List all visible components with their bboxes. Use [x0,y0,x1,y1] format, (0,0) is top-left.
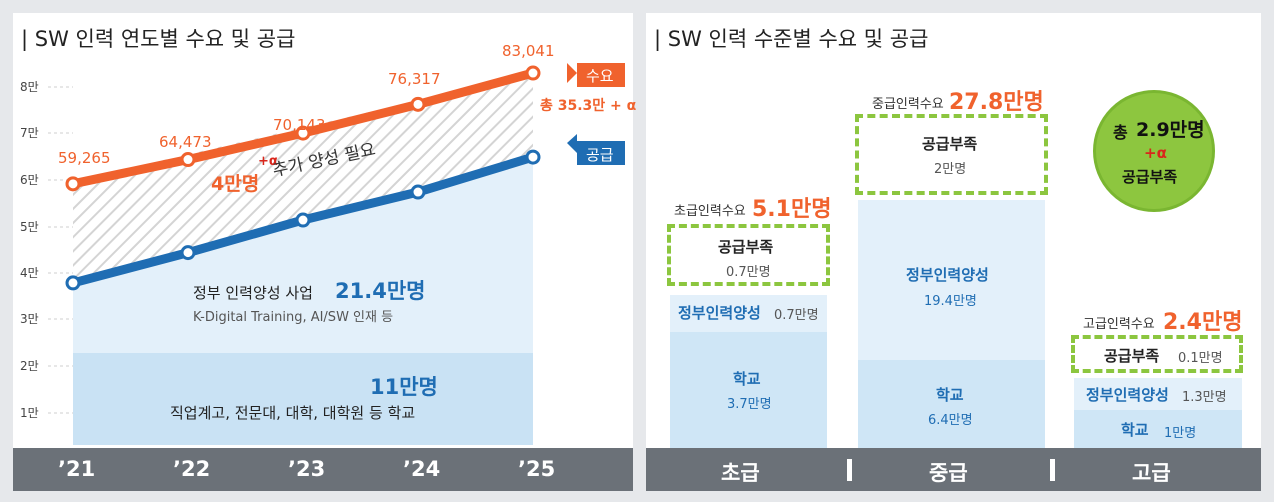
demand-series [65,65,541,192]
high-shortage-label: 공급부족 [1104,347,1160,365]
mid-shortage-box [855,114,1048,195]
basic-demand-value: 5.1만명 [752,197,832,222]
mid-school-value: 6.4만명 [928,413,973,428]
x-tick-label: ’21 [58,457,96,481]
gov-program-value: 21.4만명 [335,279,426,303]
data-point [180,152,196,168]
gov-supply-area [73,156,533,353]
supply-tag-arrow [567,134,577,153]
gap-alpha: +α [258,154,278,169]
x-tick-label: ’22 [173,457,211,481]
circle-label: 공급부족 [1122,168,1178,186]
high-shortage-box [1071,335,1243,373]
high-gov-segment [1074,378,1242,410]
data-label: 59,265 [58,149,111,167]
panel-title: | SW 인력 연도별 수요 및 공급 [21,27,296,51]
level-axis-bar: 초급 중급 고급 [646,448,1261,491]
divider [1050,459,1055,481]
mid-demand-value: 27.8만명 [949,90,1044,115]
gap-hatched-area [73,74,533,282]
supply-tag-label: 공급 [586,146,614,164]
basic-school-label: 학교 [733,370,761,388]
yearly-chart-panel: | SW 인력 연도별 수요 및 공급 8만 7만 6만 5만 4만 3만 2만… [13,13,637,491]
school-supply-area [73,353,533,445]
data-point [65,275,81,291]
total-shortage-circle [1093,90,1215,212]
demand-tag-bg [577,63,625,87]
y-tick-label: 7만 [20,126,39,140]
y-tick-label: 8만 [20,80,39,94]
supply-series [65,149,541,291]
data-point [180,245,196,261]
mid-gov-segment [858,200,1045,360]
basic-gov-label: 정부인력양성 [678,304,761,322]
basic-gov-segment [670,295,827,332]
gov-program-label: 정부 인력양성 사업 [193,284,313,302]
data-point [525,149,541,165]
supply-tag-bg [577,141,625,165]
y-tick-label: 6만 [20,173,39,187]
mid-gov-label: 정부인력양성 [906,266,989,284]
data-label: 64,473 [159,133,212,151]
data-label: 70,143 [273,116,326,134]
data-point [525,65,541,81]
gap-value: 4만명 [211,173,260,195]
y-tick-label: 3만 [20,312,39,326]
data-label: 83,041 [502,42,555,60]
data-point [410,96,426,112]
high-gov-value: 1.3만명 [1182,390,1227,405]
basic-school-value: 3.7만명 [727,397,772,412]
x-tick-label: ’23 [288,457,326,481]
panel-title: | SW 인력 수준별 수요 및 공급 [654,27,929,51]
yearly-line-chart [48,63,625,445]
x-tick-label: ’25 [518,457,556,481]
y-tick-label: 2만 [20,359,39,373]
circle-prefix: 총 [1113,123,1128,142]
high-shortage-value: 0.1만명 [1178,351,1223,366]
data-label: 76,317 [388,70,441,88]
high-school-segment [1074,410,1242,448]
x-axis-bar: ’21 ’22 ’23 ’24 ’25 [13,448,633,491]
x-tick-label: ’24 [403,457,441,481]
basic-shortage-label: 공급부족 [718,238,774,256]
school-supply-label: 직업계고, 전문대, 대학, 대학원 등 학교 [170,404,416,422]
divider [847,459,852,481]
mid-shortage-label: 공급부족 [922,135,978,153]
demand-tag-label: 수요 [586,67,614,85]
mid-demand-label: 중급인력수요 [872,97,944,112]
level-label-basic: 초급 [721,461,760,485]
circle-alpha: +α [1144,144,1167,162]
mid-gov-value: 19.4만명 [924,294,977,309]
basic-shortage-value: 0.7만명 [726,265,771,280]
data-point [295,212,311,228]
basic-school-segment [670,332,827,448]
y-tick-label: 1만 [20,406,39,420]
basic-gov-value: 0.7만명 [774,308,819,323]
level-label-high: 고급 [1132,461,1171,485]
high-school-value: 1만명 [1164,426,1197,441]
data-point [295,125,311,141]
mid-shortage-value: 2만명 [934,162,967,177]
level-chart-panel: | SW 인력 수준별 수요 및 공급 초급인력수요 5.1만명 공급부족 0.… [646,13,1261,491]
y-tick-label: 4만 [20,266,39,280]
demand-tag-arrow [567,63,577,83]
high-demand-value: 2.4만명 [1163,310,1243,335]
high-school-label: 학교 [1121,421,1149,439]
high-demand-label: 고급인력수요 [1083,317,1155,332]
basic-shortage-box [667,224,830,286]
high-gov-label: 정부인력양성 [1086,386,1169,404]
circle-value: 2.9만명 [1136,119,1205,141]
data-point [410,184,426,200]
gov-program-subtext: K-Digital Training, AI/SW 인재 등 [193,310,394,325]
basic-demand-label: 초급인력수요 [674,204,746,219]
level-label-mid: 중급 [929,461,968,485]
mid-school-segment [858,360,1045,448]
y-tick-label: 5만 [20,220,39,234]
total-demand-note: 총 35.3만 + α [540,98,637,114]
school-supply-value: 11만명 [370,375,438,399]
mid-school-label: 학교 [936,386,964,404]
data-point [65,176,81,192]
